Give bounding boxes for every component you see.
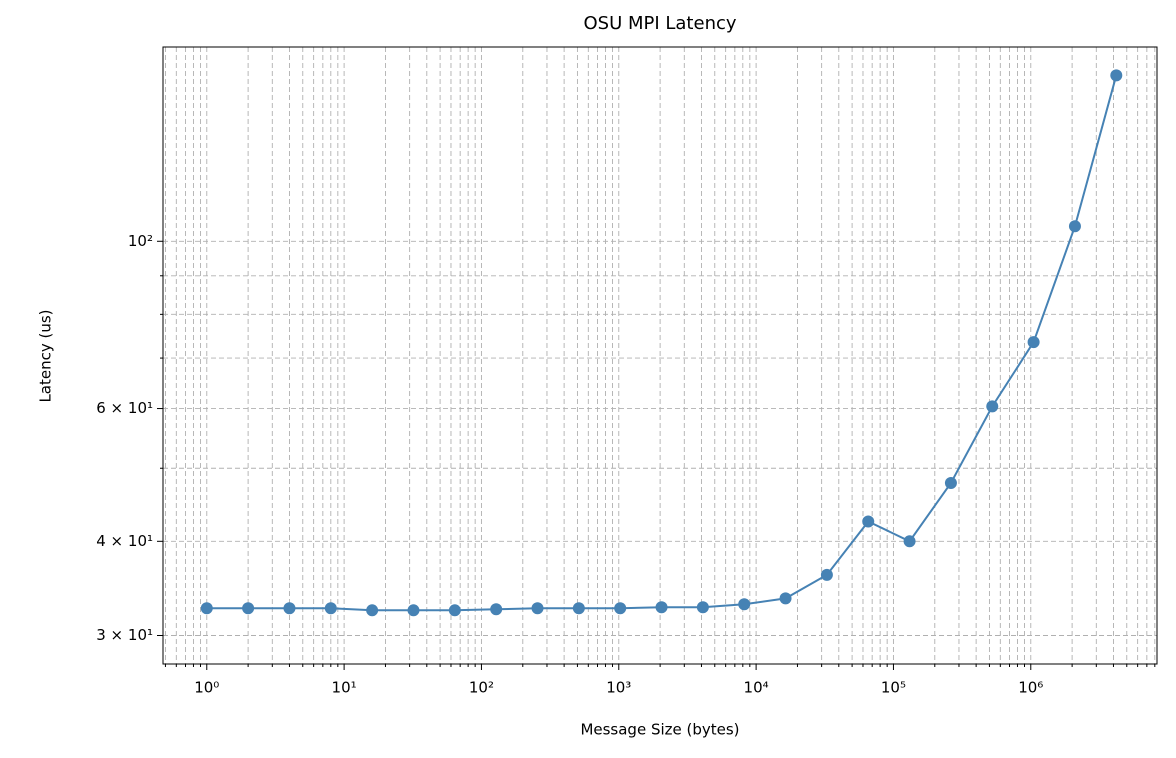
y-tick-label: 3 × 10¹ xyxy=(96,626,153,644)
y-tick-label: 10² xyxy=(128,232,153,250)
data-point xyxy=(324,602,337,615)
x-axis-label: Message Size (bytes) xyxy=(580,721,739,739)
data-point xyxy=(903,535,916,548)
x-tick-label: 10¹ xyxy=(332,679,357,697)
x-tick-label: 10⁵ xyxy=(881,679,906,697)
data-point xyxy=(1068,220,1081,233)
plot-frame xyxy=(162,46,1158,665)
data-point xyxy=(242,602,255,615)
data-point xyxy=(614,602,627,615)
data-point xyxy=(779,592,792,605)
y-tick-label: 4 × 10¹ xyxy=(96,532,153,550)
y-axis-label: Latency (us) xyxy=(37,309,55,402)
x-tick-label: 10² xyxy=(469,679,494,697)
data-point xyxy=(986,400,999,413)
data-point xyxy=(366,604,379,617)
data-point xyxy=(655,601,668,614)
data-point xyxy=(944,476,957,489)
data-point xyxy=(738,598,751,611)
data-point xyxy=(696,601,709,614)
data-point xyxy=(1027,336,1040,349)
x-tick-label: 10⁰ xyxy=(194,679,219,697)
chart-title: OSU MPI Latency xyxy=(583,13,736,34)
x-tick-label: 10³ xyxy=(606,679,631,697)
x-tick-label: 10⁶ xyxy=(1018,679,1043,697)
data-point xyxy=(531,602,544,615)
data-point xyxy=(862,515,875,528)
data-point xyxy=(283,602,296,615)
data-point xyxy=(1110,69,1123,82)
x-tick-label: 10⁴ xyxy=(744,679,769,697)
data-point xyxy=(820,568,833,581)
data-point xyxy=(448,604,461,617)
data-point xyxy=(490,603,503,616)
data-point xyxy=(572,602,585,615)
y-tick-label: 6 × 10¹ xyxy=(96,399,153,417)
data-point xyxy=(200,602,213,615)
data-point xyxy=(407,604,420,617)
series-line xyxy=(206,75,1118,612)
